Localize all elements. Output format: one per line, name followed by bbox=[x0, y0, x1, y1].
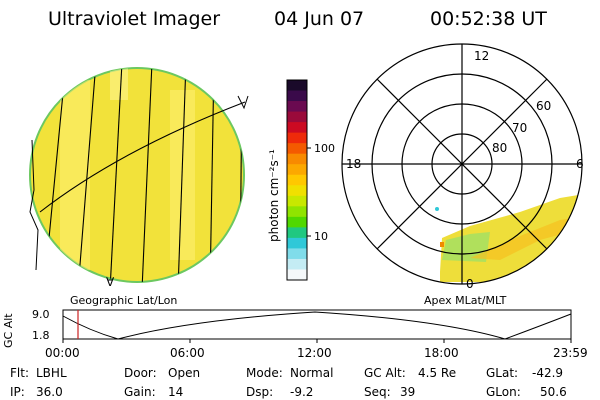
mlt-label-0: 0 bbox=[466, 277, 474, 291]
flt-label: Flt: bbox=[10, 366, 29, 380]
gain-label: Gain: bbox=[124, 385, 156, 399]
flt-value: LBHL bbox=[36, 366, 67, 380]
dsp-label: Dsp: bbox=[246, 385, 274, 399]
gain-value: 14 bbox=[168, 385, 184, 399]
left-panel-caption: Geographic Lat/Lon bbox=[70, 294, 178, 307]
colorbar-band bbox=[287, 101, 307, 113]
ip-value: 36.0 bbox=[36, 385, 63, 399]
timeline-ytick-max: 9.0 bbox=[32, 308, 50, 321]
door-value: Open bbox=[168, 366, 201, 380]
colorbar-band bbox=[287, 90, 307, 102]
door-label: Door: bbox=[124, 366, 157, 380]
timeline-xtick: 00:00 bbox=[45, 346, 80, 360]
gc-alt-label: GC Alt: bbox=[364, 366, 406, 380]
app-title: Ultraviolet Imager bbox=[48, 8, 221, 30]
colorbar-band bbox=[287, 248, 307, 260]
colorbar-band bbox=[287, 258, 307, 270]
mlt-label-12: 12 bbox=[474, 49, 489, 63]
colorbar-band bbox=[287, 195, 307, 207]
timeline-xtick: 12:00 bbox=[297, 346, 332, 360]
mlat-label-60: 60 bbox=[536, 99, 551, 113]
glat-value: -42.9 bbox=[532, 366, 564, 380]
time-label: 00:52:38 UT bbox=[430, 8, 547, 30]
colorbar-unit-label: photon cm⁻²s⁻¹ bbox=[267, 149, 281, 242]
colorbar-band bbox=[287, 206, 307, 218]
mode-value: Normal bbox=[290, 366, 334, 380]
colorbar-band bbox=[287, 216, 307, 228]
timeline-xtick: 06:00 bbox=[170, 346, 205, 360]
colorbar-band bbox=[287, 80, 307, 92]
colorbar-band bbox=[287, 122, 307, 134]
timeline-ytick-min: 1.8 bbox=[32, 329, 50, 342]
colorbar-band bbox=[287, 132, 307, 144]
colorbar-band bbox=[287, 237, 307, 249]
timeline-ylabel: GC Alt bbox=[2, 313, 15, 348]
glat-label: GLat: bbox=[486, 366, 519, 380]
colorbar-band bbox=[287, 143, 307, 155]
mode-label: Mode: bbox=[246, 366, 283, 380]
mlat-label-70: 70 bbox=[512, 121, 527, 135]
seq-label: Seq: bbox=[364, 385, 391, 399]
colorbar-band bbox=[287, 153, 307, 165]
date-label: 04 Jun 07 bbox=[274, 8, 365, 30]
colorbar-band bbox=[287, 269, 307, 281]
mlt-label-6: 6 bbox=[576, 157, 584, 171]
gc-alt-value: 4.5 Re bbox=[418, 366, 457, 380]
colorbar-band bbox=[287, 164, 307, 176]
colorbar-band bbox=[287, 185, 307, 197]
mlt-label-18: 18 bbox=[346, 157, 361, 171]
polar-plot: 12 18 6 0 60 70 80 bbox=[341, 43, 584, 291]
earth-disk-image: ∀ bbox=[29, 67, 249, 289]
timeline-xtick: 23:59 bbox=[553, 346, 588, 360]
sub-satellite-marker: ∀ bbox=[106, 275, 115, 289]
colorbar-band bbox=[287, 111, 307, 123]
dsp-value: -9.2 bbox=[290, 385, 314, 399]
ip-label: IP: bbox=[10, 385, 25, 399]
colorbar-tick-10: 10 bbox=[314, 230, 328, 243]
glon-value: 50.6 bbox=[540, 385, 567, 399]
altitude-timeline bbox=[62, 309, 572, 343]
glon-label: GLon: bbox=[486, 385, 521, 399]
mlat-label-80: 80 bbox=[492, 141, 507, 155]
colorbar-band bbox=[287, 174, 307, 186]
colorbar: 100 10 photon cm⁻²s⁻¹ bbox=[267, 79, 335, 281]
seq-value: 39 bbox=[400, 385, 416, 399]
colorbar-tick-100: 100 bbox=[314, 142, 335, 155]
right-panel-caption: Apex MLat/MLT bbox=[424, 294, 507, 307]
colorbar-band bbox=[287, 227, 307, 239]
timeline-xtick: 18:00 bbox=[424, 346, 459, 360]
